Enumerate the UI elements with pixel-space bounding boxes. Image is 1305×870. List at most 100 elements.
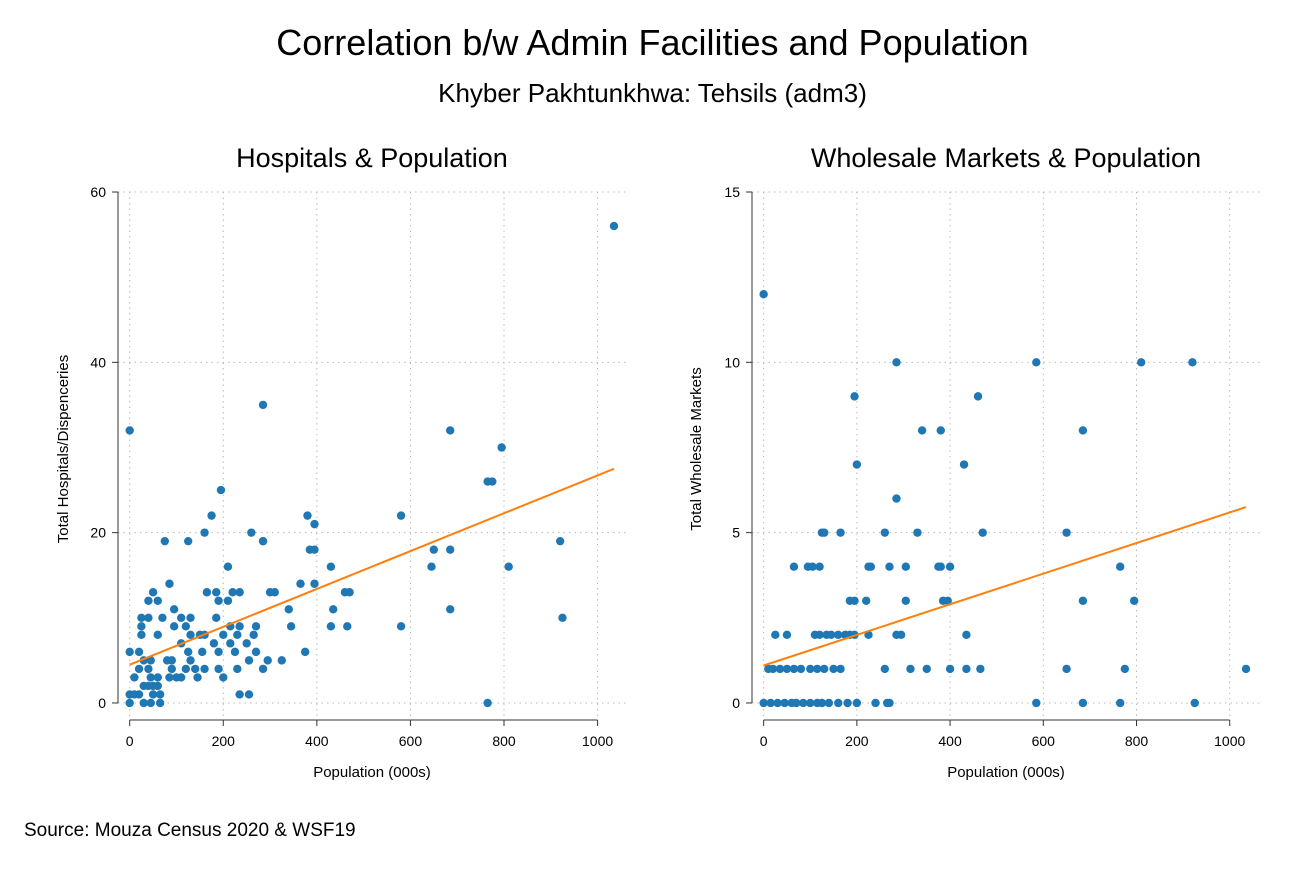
data-point [1136, 358, 1146, 367]
data-point [504, 562, 513, 571]
data-point [483, 698, 492, 708]
data-point [230, 647, 240, 657]
data-point [158, 613, 167, 623]
data-point [263, 656, 272, 665]
data-point [836, 528, 845, 537]
data-point [880, 664, 890, 674]
chart-title: Hospitals & Population [236, 143, 508, 173]
data-point [212, 588, 221, 597]
data-point [125, 426, 134, 435]
data-point [446, 605, 455, 614]
data-point [258, 664, 268, 674]
data-point [137, 622, 146, 631]
data-point [183, 536, 193, 546]
data-point [258, 400, 268, 410]
data-point [885, 562, 894, 571]
data-point [329, 605, 338, 614]
x-tick-label: 800 [492, 733, 516, 749]
data-point [959, 460, 969, 469]
data-point [251, 622, 261, 631]
data-point [144, 596, 153, 605]
data-point [223, 562, 233, 571]
data-point [913, 528, 922, 537]
data-point [223, 596, 233, 605]
wholesale-markets-scatter-chart: Wholesale Markets & Population Populatio… [688, 143, 1260, 781]
x-axis-label: Population (000s) [947, 764, 1065, 781]
hospitals-scatter-chart: Hospitals & Population Population (000s)… [55, 143, 628, 781]
data-point [134, 690, 144, 699]
data-point [249, 630, 258, 640]
data-point [176, 613, 186, 623]
data-point [284, 605, 293, 614]
data-point [896, 630, 906, 640]
data-point [824, 698, 834, 708]
data-point [1062, 528, 1071, 537]
x-tick-label: 200 [212, 733, 236, 749]
data-point [270, 588, 279, 597]
data-point [176, 673, 186, 682]
data-point [244, 656, 254, 665]
data-point [214, 596, 223, 605]
data-point [945, 664, 955, 674]
data-point [169, 605, 179, 614]
data-point [219, 630, 228, 640]
data-point [834, 630, 843, 640]
data-point [850, 596, 859, 605]
data-point [497, 443, 506, 452]
data-point [936, 562, 945, 571]
data-point [1190, 698, 1199, 708]
data-point [1115, 562, 1125, 571]
data-point [181, 664, 191, 674]
data-point [796, 664, 806, 674]
data-point [200, 528, 209, 537]
data-point [799, 698, 808, 708]
data-point [1241, 664, 1251, 674]
x-tick-label: 400 [305, 733, 329, 749]
data-point [834, 698, 843, 708]
data-point [214, 664, 223, 674]
data-point [169, 622, 179, 631]
y-tick-label: 5 [732, 525, 740, 541]
data-point [343, 622, 352, 631]
data-point [808, 562, 817, 571]
data-point [214, 647, 223, 657]
x-tick-label: 800 [1125, 733, 1149, 749]
data-point [782, 664, 792, 674]
data-point [829, 664, 838, 674]
x-tick-label: 0 [760, 733, 768, 749]
data-point [962, 630, 971, 640]
data-point [326, 562, 336, 571]
data-point [901, 596, 910, 605]
data-point [782, 630, 792, 640]
data-point [820, 664, 829, 674]
data-point [427, 562, 436, 571]
data-point [167, 656, 177, 665]
data-point [181, 622, 191, 631]
data-point [235, 622, 244, 631]
y-tick-label: 60 [90, 184, 106, 200]
data-point [303, 511, 312, 520]
data-point [1120, 664, 1130, 674]
data-point [852, 698, 862, 708]
data-point [850, 392, 859, 401]
data-point [310, 579, 319, 588]
data-point [200, 664, 209, 674]
x-tick-label: 600 [399, 733, 423, 749]
x-tick-label: 400 [938, 733, 962, 749]
data-point [820, 528, 829, 537]
data-point [300, 647, 310, 657]
data-point [396, 622, 406, 631]
data-point [233, 664, 242, 674]
data-point [936, 426, 945, 435]
data-point [153, 630, 162, 640]
x-tick-label: 1000 [1214, 733, 1245, 749]
data-point [191, 664, 200, 674]
data-point [244, 690, 254, 699]
data-point [766, 698, 775, 708]
data-point [892, 494, 901, 503]
data-point [852, 460, 862, 469]
data-point [488, 477, 497, 486]
data-point [277, 656, 286, 665]
data-point [1115, 698, 1125, 708]
data-point [973, 392, 983, 401]
